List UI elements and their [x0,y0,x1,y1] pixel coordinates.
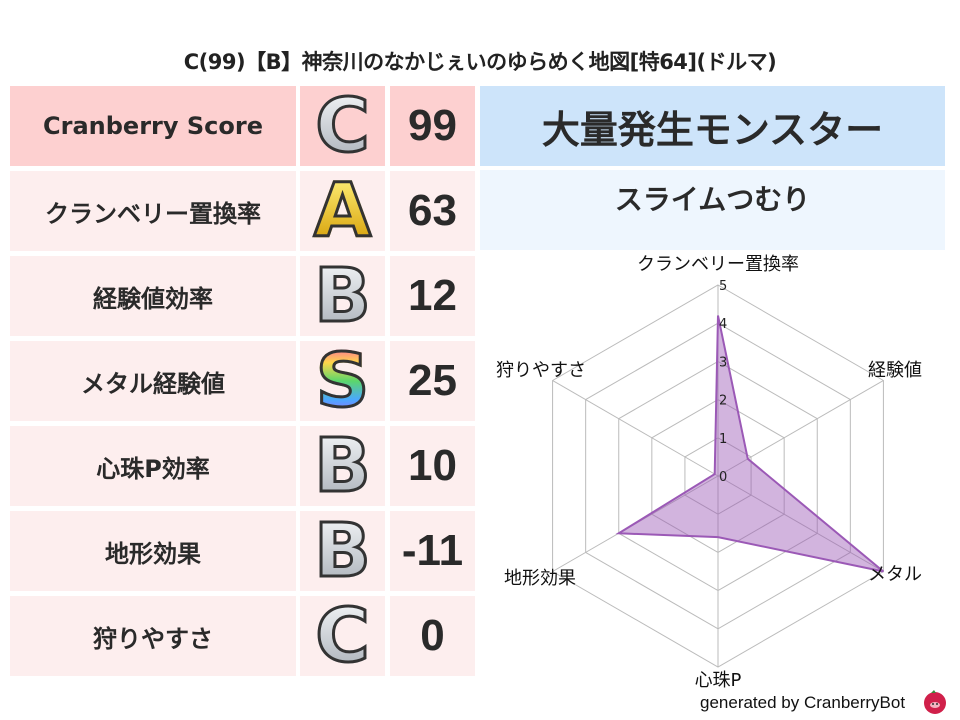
row-score: 99 [390,86,475,166]
grid-spoke [552,475,719,572]
grade-badge: B [313,511,372,591]
grade-cell: B [300,426,385,506]
grid-spoke [552,380,719,477]
grade-badge: A [312,171,372,251]
row-label: 経験値効率 [10,256,296,336]
row-score: 10 [390,426,475,506]
tick-label: 5 [719,279,727,294]
row-score: -11 [390,511,475,591]
grid-ring [651,399,785,553]
grid-ring [684,437,752,515]
tick-label: 3 [719,355,727,370]
axis-label: 経験値 [868,360,922,381]
grade-cell: B [300,511,385,591]
footer-text: generated by CranberryBot [700,693,906,712]
grid-ring [585,322,851,630]
tick-label: 2 [719,394,727,409]
grade-cell: A [300,171,385,251]
tick-label: 4 [719,317,727,332]
grade-cell: C [300,596,385,676]
page-title: C(99)【B】神奈川のなかじぇいのゆらめく地図[特64](ドルマ) [183,50,777,74]
row-label: 地形効果 [10,511,296,591]
grade-badge: B [313,256,372,336]
row-label: クランベリー置換率 [10,171,296,251]
monster-header: 大量発生モンスター [480,86,945,166]
grade-cell: B [300,256,385,336]
row-label: 狩りやすさ [10,596,296,676]
grid-ring [552,284,884,668]
row-score: 25 [390,341,475,421]
axis-label: 狩りやすさ [496,360,586,381]
row-label: メタル経験値 [10,341,296,421]
grade-badge: B [313,426,372,506]
cranberry-bot-icon [924,690,946,714]
series-area [615,315,885,573]
grid-spoke [717,475,884,572]
grade-cell: C [300,86,385,166]
grid-ring [618,360,818,592]
grid-spoke [717,380,884,477]
row-score: 12 [390,256,475,336]
grade-cell: S [300,341,385,421]
row-label: Cranberry Score [10,86,296,166]
axis-label: 心珠P [695,670,742,691]
axis-label: メタル [868,564,922,585]
row-score: 63 [390,171,475,251]
footer-credit: generated by CranberryBot [700,693,905,713]
axis-label: 地形効果 [504,568,576,589]
tick-label: 1 [719,432,727,447]
grade-badge: C [314,596,371,676]
monster-name: スライムつむり [480,170,945,250]
row-score: 0 [390,596,475,676]
grade-badge: S [314,341,370,421]
row-label: 心珠P効率 [10,426,296,506]
axis-label: クランベリー置換率 [637,254,799,275]
tick-label: 0 [719,470,727,485]
grade-badge: C [314,86,371,166]
